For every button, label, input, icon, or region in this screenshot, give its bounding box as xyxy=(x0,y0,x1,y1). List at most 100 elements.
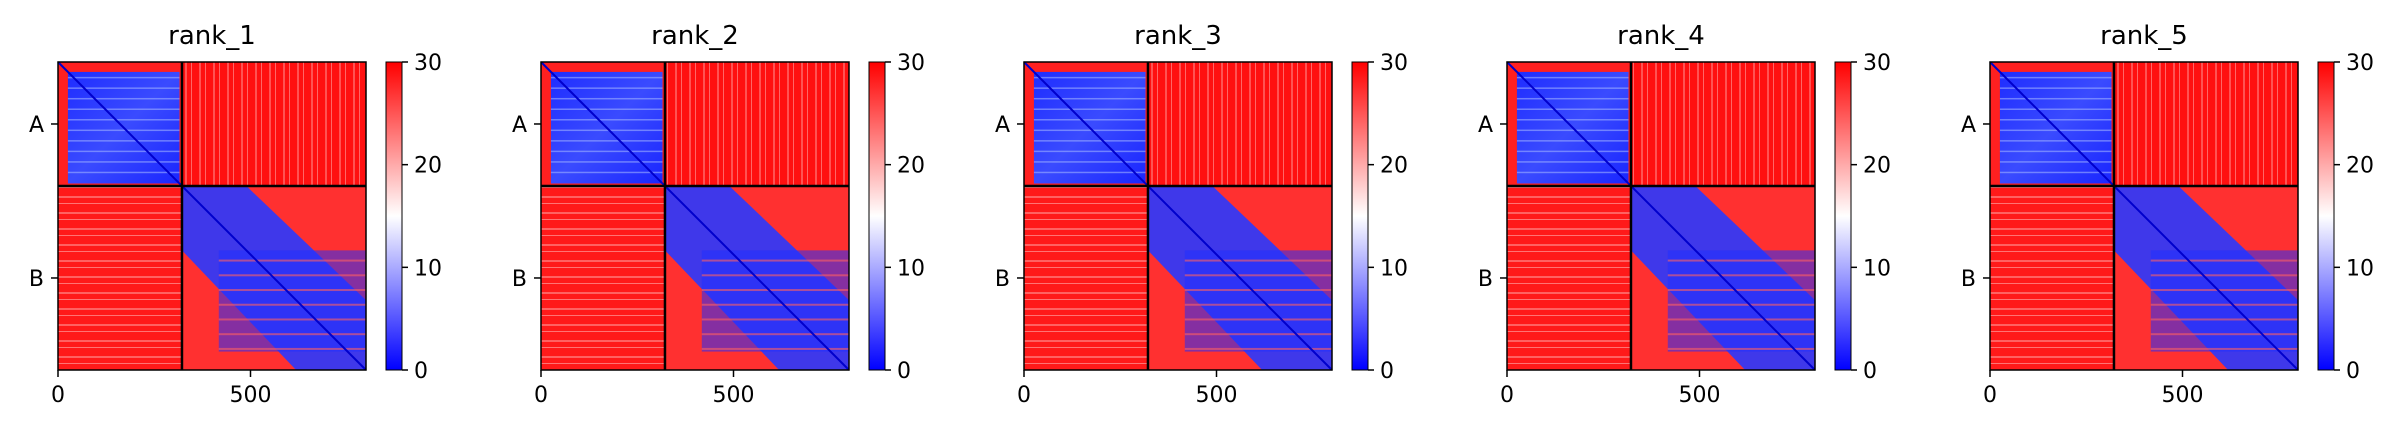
heatmap-line xyxy=(1184,289,1332,292)
heatmap-line xyxy=(1184,274,1332,277)
heatmap-line xyxy=(1667,289,1815,292)
heatmap-line xyxy=(1184,347,1332,350)
heatmap-line xyxy=(218,274,366,277)
heatmap-line xyxy=(1667,318,1815,321)
heatmap-line xyxy=(67,97,180,100)
heatmap-line xyxy=(1667,303,1815,306)
x-tick-label: 500 xyxy=(230,383,272,408)
x-tick-label: 500 xyxy=(1196,383,1238,408)
colorbar-tick-label: 20 xyxy=(414,154,442,179)
heatmap-region-B-domain xyxy=(218,250,366,352)
colorbar xyxy=(1834,61,1852,371)
colorbar-tick-label: 30 xyxy=(414,51,442,76)
heatmap-line xyxy=(1999,161,2112,163)
heatmap-line xyxy=(1999,140,2112,142)
x-tick-label: 500 xyxy=(713,383,755,408)
heatmap-line xyxy=(67,129,180,132)
y-tick-label-chain-A: A xyxy=(995,113,1010,138)
heatmap-region-B-domain xyxy=(701,250,849,352)
heatmap-line xyxy=(1516,108,1629,110)
y-tick-label-chain-B: B xyxy=(512,267,527,292)
colorbar xyxy=(2317,61,2335,371)
heatmap-line xyxy=(1516,76,1629,79)
heatmap-line xyxy=(218,333,366,336)
heatmap-line xyxy=(67,161,180,163)
x-tick-label: 0 xyxy=(534,383,548,408)
plot-frame xyxy=(1989,61,2299,371)
heatmap-line xyxy=(1667,347,1815,350)
heatmap-line xyxy=(701,333,849,336)
panel-title: rank_5 xyxy=(2100,21,2188,51)
panel-2: rank_2 A B 0 500 0 10 20 30 xyxy=(512,21,925,408)
heatmap-line xyxy=(2150,259,2298,262)
y-tick-label-chain-A: A xyxy=(1961,113,1976,138)
colorbar-tick-label: 20 xyxy=(897,154,925,179)
heatmap-line xyxy=(701,274,849,277)
heatmap-line xyxy=(1033,171,1146,174)
heatmap-line xyxy=(1033,161,1146,163)
heatmap-line xyxy=(67,140,180,142)
heatmap-line xyxy=(701,318,849,321)
heatmap-line xyxy=(1033,97,1146,100)
heatmap-line xyxy=(1999,171,2112,174)
plot-frame xyxy=(1023,61,1333,371)
heatmap-line xyxy=(67,87,180,89)
panel-title: rank_3 xyxy=(1134,21,1222,51)
colorbar-tick-label: 0 xyxy=(1863,359,1877,384)
heatmap-line xyxy=(1516,129,1629,132)
heatmap-diagonal xyxy=(1506,61,1816,371)
heatmap-line xyxy=(218,303,366,306)
x-tick-label: 0 xyxy=(1983,383,1997,408)
heatmap-block-BA xyxy=(1024,185,1148,370)
heatmap-diagonal xyxy=(1989,61,2299,371)
heatmap-line xyxy=(218,347,366,350)
heatmap-line xyxy=(1033,129,1146,132)
heatmap-line xyxy=(1033,76,1146,79)
panel-4: rank_4 A B 0 500 0 10 20 30 xyxy=(1478,21,1891,408)
heatmap-line xyxy=(550,97,663,100)
heatmap-diagonal xyxy=(540,61,850,371)
heatmap-line xyxy=(1516,171,1629,174)
colorbar-tick-label: 20 xyxy=(1380,154,1408,179)
heatmap-line xyxy=(2150,289,2298,292)
heatmap-line xyxy=(67,150,180,153)
heatmap-region-B-domain xyxy=(1184,250,1332,352)
y-tick-label-chain-B: B xyxy=(995,267,1010,292)
panel-5: rank_5 A B 0 500 0 10 20 30 xyxy=(1961,21,2374,408)
colorbar xyxy=(385,61,403,371)
heatmap-line xyxy=(2150,318,2298,321)
colorbar-tick-label: 30 xyxy=(897,51,925,76)
heatmap-block-AB xyxy=(664,62,849,186)
heatmap-block-AB xyxy=(1630,62,1815,186)
plot-frame xyxy=(540,61,850,371)
heatmap-line xyxy=(1999,108,2112,110)
colorbar-tick-label: 0 xyxy=(1380,359,1394,384)
colorbar-tick-label: 10 xyxy=(414,256,442,281)
heatmap-line xyxy=(2150,333,2298,336)
colorbar-tick-label: 10 xyxy=(897,256,925,281)
heatmap-line xyxy=(701,303,849,306)
panel-title: rank_4 xyxy=(1617,21,1705,51)
heatmap-block-AB xyxy=(181,62,366,186)
panel-title: rank_2 xyxy=(651,21,739,51)
heatmap-line xyxy=(218,318,366,321)
heatmap-line xyxy=(1033,140,1146,142)
x-tick-label: 500 xyxy=(1679,383,1721,408)
colorbar-tick-label: 0 xyxy=(414,359,428,384)
plot-frame xyxy=(1506,61,1816,371)
heatmap-line xyxy=(67,108,180,110)
heatmap-diagonal xyxy=(1023,61,1333,371)
heatmap-diagonal xyxy=(57,61,367,371)
heatmap-block-BA xyxy=(1990,185,2114,370)
y-tick-label-chain-B: B xyxy=(1478,267,1493,292)
heatmap-line xyxy=(1184,333,1332,336)
heatmap-block-BA xyxy=(541,185,665,370)
heatmap-block-BA xyxy=(1507,185,1631,370)
heatmap-line xyxy=(550,108,663,110)
heatmap-line xyxy=(1667,333,1815,336)
heatmap-block-AB xyxy=(2113,62,2298,186)
heatmap-line xyxy=(550,119,663,121)
y-tick-label-chain-B: B xyxy=(29,267,44,292)
heatmap-line xyxy=(1184,259,1332,262)
heatmap-line xyxy=(1667,259,1815,262)
